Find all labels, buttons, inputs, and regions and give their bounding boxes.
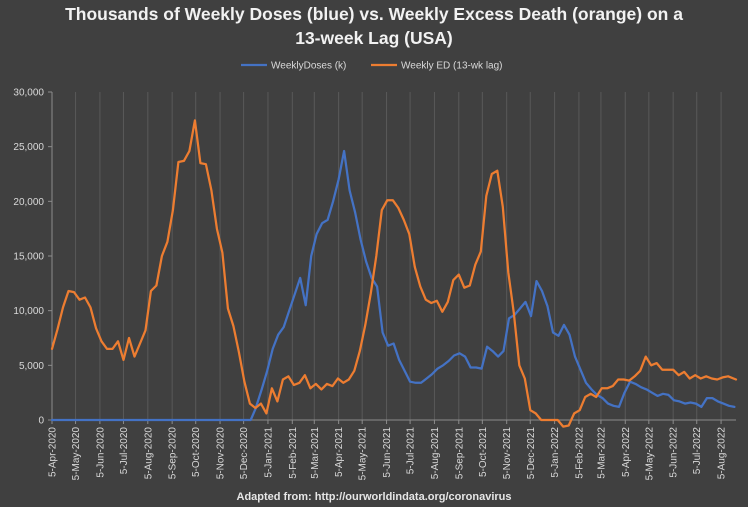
x-tick-label: 5-Jun-2020 [95, 427, 106, 478]
x-tick-label: 5-Mar-2022 [596, 427, 607, 479]
chart-title: Thousands of Weekly Doses (blue) vs. Wee… [0, 2, 748, 50]
x-tick-label: 5-May-2022 [644, 427, 655, 481]
x-tick-label: 5-Apr-2021 [334, 427, 345, 477]
x-tick-label: 5-Jul-2020 [119, 427, 130, 475]
x-tick-label: 5-Jun-2022 [669, 427, 680, 478]
x-tick-label: 5-May-2020 [71, 427, 82, 481]
axes: 0 5,000 10,000 15,000 20,000 25,000 30,000 5-Ap… [13, 88, 736, 481]
x-tick-label: 5-Nov-2021 [502, 427, 513, 480]
x-tick-label: 5-Aug-2020 [143, 427, 154, 480]
y-tick-label: 30,000 [13, 88, 44, 99]
x-tick-label: 5-Jul-2021 [406, 427, 417, 475]
x-tick-label: 5-May-2021 [358, 427, 369, 481]
source-footnote: Adapted from: http://ourworldindata.org/… [236, 491, 512, 503]
x-tick-label: 5-Dec-2021 [526, 427, 537, 480]
x-tick-label: 5-Dec-2020 [239, 427, 250, 480]
x-tick-label: 5-Jun-2021 [382, 427, 393, 478]
x-tick-label: 5-Feb-2021 [288, 427, 299, 479]
series-line-weekly-doses [50, 149, 736, 422]
y-tick-label: 25,000 [13, 142, 44, 153]
x-tick-label: 5-Feb-2022 [574, 427, 585, 479]
y-tick-label: 0 [38, 416, 44, 427]
legend: WeeklyDoses (k) Weekly ED (13-wk lag) [241, 61, 503, 72]
legend-label-weekly-excess-death: Weekly ED (13-wk lag) [401, 61, 503, 72]
x-tick-label: 5-Jan-2022 [550, 427, 561, 478]
legend-label-weekly-doses: WeeklyDoses (k) [271, 61, 346, 72]
x-tick-label: 5-Nov-2020 [216, 427, 227, 480]
gridlines [51, 92, 722, 420]
chart-title-line-1: Thousands of Weekly Doses (blue) vs. Wee… [65, 4, 683, 24]
x-tick-label: 5-Sep-2021 [454, 427, 465, 480]
x-tick-label: 5-Aug-2022 [717, 427, 728, 480]
x-tick-label: 5-Apr-2022 [621, 427, 632, 477]
y-tick-label: 5,000 [19, 361, 44, 372]
x-tick-label: 5-Mar-2021 [310, 427, 321, 479]
x-tick-label: 5-Aug-2021 [430, 427, 441, 480]
x-tick-label: 5-Sep-2020 [168, 427, 179, 480]
chart-title-line-2: 13-week Lag (USA) [295, 28, 453, 48]
y-tick-label: 20,000 [13, 197, 44, 208]
series-lines [50, 119, 738, 428]
series-line-weekly-excess-death [50, 119, 738, 428]
x-tick-label: 5-Jan-2021 [263, 427, 274, 478]
y-tick-label: 10,000 [13, 306, 44, 317]
x-tick-label: 5-Jul-2022 [692, 427, 703, 475]
x-tick-label: 5-Apr-2020 [48, 427, 59, 477]
x-tick-label: 5-Oct-2021 [478, 427, 489, 477]
x-tick-label: 5-Oct-2020 [191, 427, 202, 477]
y-tick-label: 15,000 [13, 252, 44, 263]
